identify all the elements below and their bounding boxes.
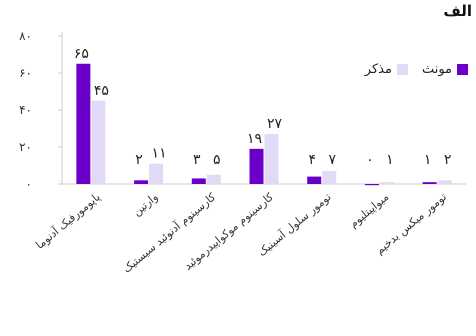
legend-item-male: مذکر	[365, 62, 408, 77]
x-tick-label: وارتین	[130, 190, 160, 218]
bar-female	[76, 63, 91, 184]
data-label-male: ۴۵	[94, 83, 109, 99]
bar-female	[134, 180, 149, 184]
bar-male	[379, 182, 394, 184]
data-label-female: ۲	[135, 152, 143, 168]
panel-label: الف	[443, 2, 472, 20]
bar-female	[191, 178, 206, 184]
y-tick-label: ۲۰	[19, 140, 32, 154]
bar-male	[437, 180, 452, 184]
data-label-female: ۱	[424, 152, 432, 168]
data-label-female: ۶۵	[74, 46, 89, 62]
x-tick-label: میواپیتلیوم	[347, 190, 392, 230]
data-label-male: ۵	[213, 152, 221, 168]
legend-swatch-male	[396, 64, 408, 75]
legend: مونث مذکر	[365, 62, 468, 77]
y-tick-label: ۰	[26, 177, 32, 191]
bar-female	[422, 182, 437, 184]
x-tick-label: پاپومورفیک آدنوما	[33, 190, 103, 252]
bar-female	[249, 148, 264, 184]
y-tick-label: ۸۰	[19, 29, 32, 43]
bar-male	[206, 174, 221, 184]
y-tick-label: ۶۰	[19, 66, 32, 80]
y-tick-label: ۴۰	[19, 103, 32, 117]
bar-female	[364, 184, 379, 186]
data-label-male: ۱۱	[152, 146, 167, 162]
data-label-female: ۱۹	[247, 131, 262, 147]
bar-male	[264, 134, 279, 184]
data-label-male: ۱	[386, 152, 394, 168]
data-label-male: ۲۷	[267, 116, 283, 132]
bar-male	[91, 100, 106, 184]
legend-label-female: مونث	[421, 62, 452, 77]
legend-label-male: مذکر	[364, 62, 392, 77]
x-tick-label: کارسینوم آدنوئید سیستیک	[120, 189, 219, 275]
data-label-female: ۰	[366, 152, 374, 168]
bar-male	[322, 171, 337, 184]
data-label-male: ۷	[328, 152, 336, 168]
data-label-female: ۳	[193, 152, 201, 168]
data-label-male: ۲	[444, 152, 452, 168]
bar-female	[307, 176, 322, 184]
bar-male	[149, 163, 164, 184]
legend-item-female: مونث	[422, 62, 468, 77]
data-label-female: ۴	[308, 152, 316, 168]
legend-swatch-female	[457, 64, 468, 75]
